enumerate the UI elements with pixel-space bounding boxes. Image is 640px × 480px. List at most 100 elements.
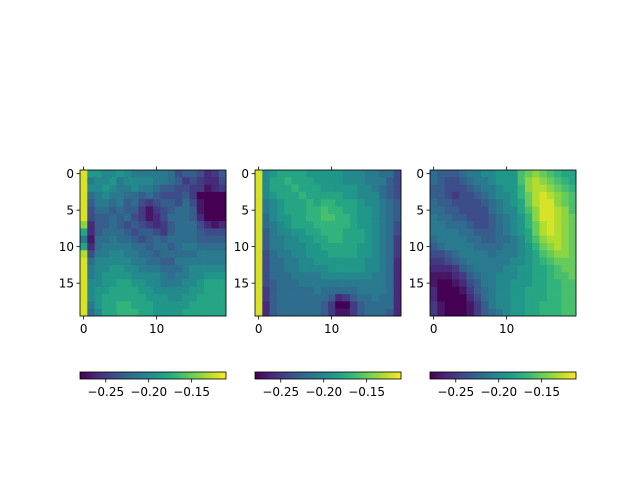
heatmap-cell xyxy=(393,294,402,302)
heatmap-cell xyxy=(174,177,183,185)
heatmap-cell xyxy=(488,279,497,288)
heatmap-cell xyxy=(284,177,292,185)
heatmap-cell xyxy=(328,177,336,185)
heatmap-cell xyxy=(138,279,147,288)
heatmap-cell xyxy=(80,308,88,317)
heatmap-cell xyxy=(495,199,504,207)
colorbar-tick-label: −0.25 xyxy=(437,385,474,399)
heatmap-cell xyxy=(101,272,110,280)
heatmap-cell xyxy=(131,221,139,229)
heatmap-cell xyxy=(123,177,132,185)
heatmap-cell xyxy=(138,294,147,302)
heatmap-cell xyxy=(255,170,263,178)
heatmap-cell xyxy=(386,257,395,266)
heatmap-cell xyxy=(386,243,395,251)
heatmap-cell xyxy=(269,199,278,207)
heatmap-cell xyxy=(510,294,518,302)
heatmap-cell xyxy=(101,170,110,178)
heatmap-cell xyxy=(182,170,190,178)
heatmap-cell xyxy=(364,257,373,266)
heatmap-cell xyxy=(138,250,147,258)
heatmap-cell xyxy=(204,294,212,302)
heatmap-cell xyxy=(167,243,176,251)
colorbar-2: −0.25 −0.20 −0.15 xyxy=(254,371,402,399)
heatmap-cell xyxy=(109,170,117,178)
heatmap-cell xyxy=(444,184,453,193)
heatmap-cell xyxy=(473,184,482,193)
heatmap-cell xyxy=(145,308,154,317)
x-tick-label: 10 xyxy=(149,322,164,336)
heatmap-cell xyxy=(328,272,336,280)
heatmap-cell xyxy=(510,272,518,280)
colorbar-3: −0.25 −0.20 −0.15 xyxy=(429,371,577,399)
heatmap-cell xyxy=(503,250,511,258)
heatmap-cell xyxy=(167,221,176,229)
heatmap-cell xyxy=(87,170,95,178)
heatmap-cell xyxy=(561,170,570,178)
heatmap-cell xyxy=(320,286,329,295)
heatmap-cell xyxy=(379,308,387,317)
heatmap-cell xyxy=(524,235,533,244)
heatmap-cell xyxy=(459,177,467,185)
heatmap-cell xyxy=(313,177,322,185)
heatmap-cell xyxy=(481,191,489,200)
heatmap-cell xyxy=(306,184,314,193)
heatmap-cell xyxy=(145,294,154,302)
heatmap-cell xyxy=(364,250,373,258)
heatmap-cell xyxy=(342,308,351,317)
heatmap-cell xyxy=(481,235,489,244)
heatmap-cell xyxy=(386,264,395,273)
heatmap-cell xyxy=(123,199,132,207)
heatmap-cell xyxy=(546,170,555,178)
heatmap-cell xyxy=(503,221,511,229)
heatmap-cell xyxy=(298,170,307,178)
heatmap-cell xyxy=(291,170,300,178)
heatmap-cell xyxy=(328,286,336,295)
heatmap-cell xyxy=(357,308,365,317)
heatmap-cell xyxy=(349,206,358,215)
heatmap-cell xyxy=(561,308,570,317)
heatmap-cell xyxy=(298,177,307,185)
heatmap-cell xyxy=(328,184,336,193)
heatmap-cell xyxy=(313,264,322,273)
y-tick-label: 10 xyxy=(59,240,74,254)
heatmap-cell xyxy=(153,294,161,302)
heatmap-cell xyxy=(131,213,139,222)
heatmap-cell xyxy=(437,184,445,193)
heatmap-cell xyxy=(328,257,336,266)
heatmap-cell xyxy=(131,308,139,317)
heatmap-cell xyxy=(473,221,482,229)
heatmap-cell xyxy=(488,308,497,317)
heatmap-cell xyxy=(539,170,548,178)
heatmap-cell xyxy=(503,308,511,317)
heatmap-cell xyxy=(364,279,373,288)
heatmap-cell xyxy=(437,243,445,251)
heatmap-cell xyxy=(466,228,475,237)
heatmap-cell xyxy=(109,221,117,229)
heatmap-cell xyxy=(364,243,373,251)
heatmap-cell xyxy=(371,308,380,317)
heatmap-cell xyxy=(364,191,373,200)
heatmap-cell xyxy=(182,264,190,273)
heatmap-cell xyxy=(255,191,263,200)
heatmap-cell xyxy=(153,243,161,251)
heatmap-cell xyxy=(510,250,518,258)
heatmap-cell xyxy=(568,199,577,207)
heatmap-cell xyxy=(546,272,555,280)
heatmap-cell xyxy=(459,264,467,273)
heatmap-cell xyxy=(298,301,307,310)
heatmap-cell xyxy=(379,206,387,215)
colorbar-tick-label: −0.15 xyxy=(173,385,210,399)
heatmap-cell xyxy=(568,221,577,229)
heatmap-cell xyxy=(94,243,103,251)
heatmap-cell xyxy=(298,272,307,280)
heatmap-cell xyxy=(80,257,88,266)
heatmap-cell xyxy=(116,213,125,222)
heatmap-cell xyxy=(276,199,285,207)
heatmap-cell xyxy=(459,250,467,258)
heatmap-cell xyxy=(189,294,198,302)
heatmap-cell xyxy=(218,257,227,266)
heatmap-cell xyxy=(481,286,489,295)
heatmap-cell xyxy=(291,264,300,273)
heatmap-cell xyxy=(459,286,467,295)
